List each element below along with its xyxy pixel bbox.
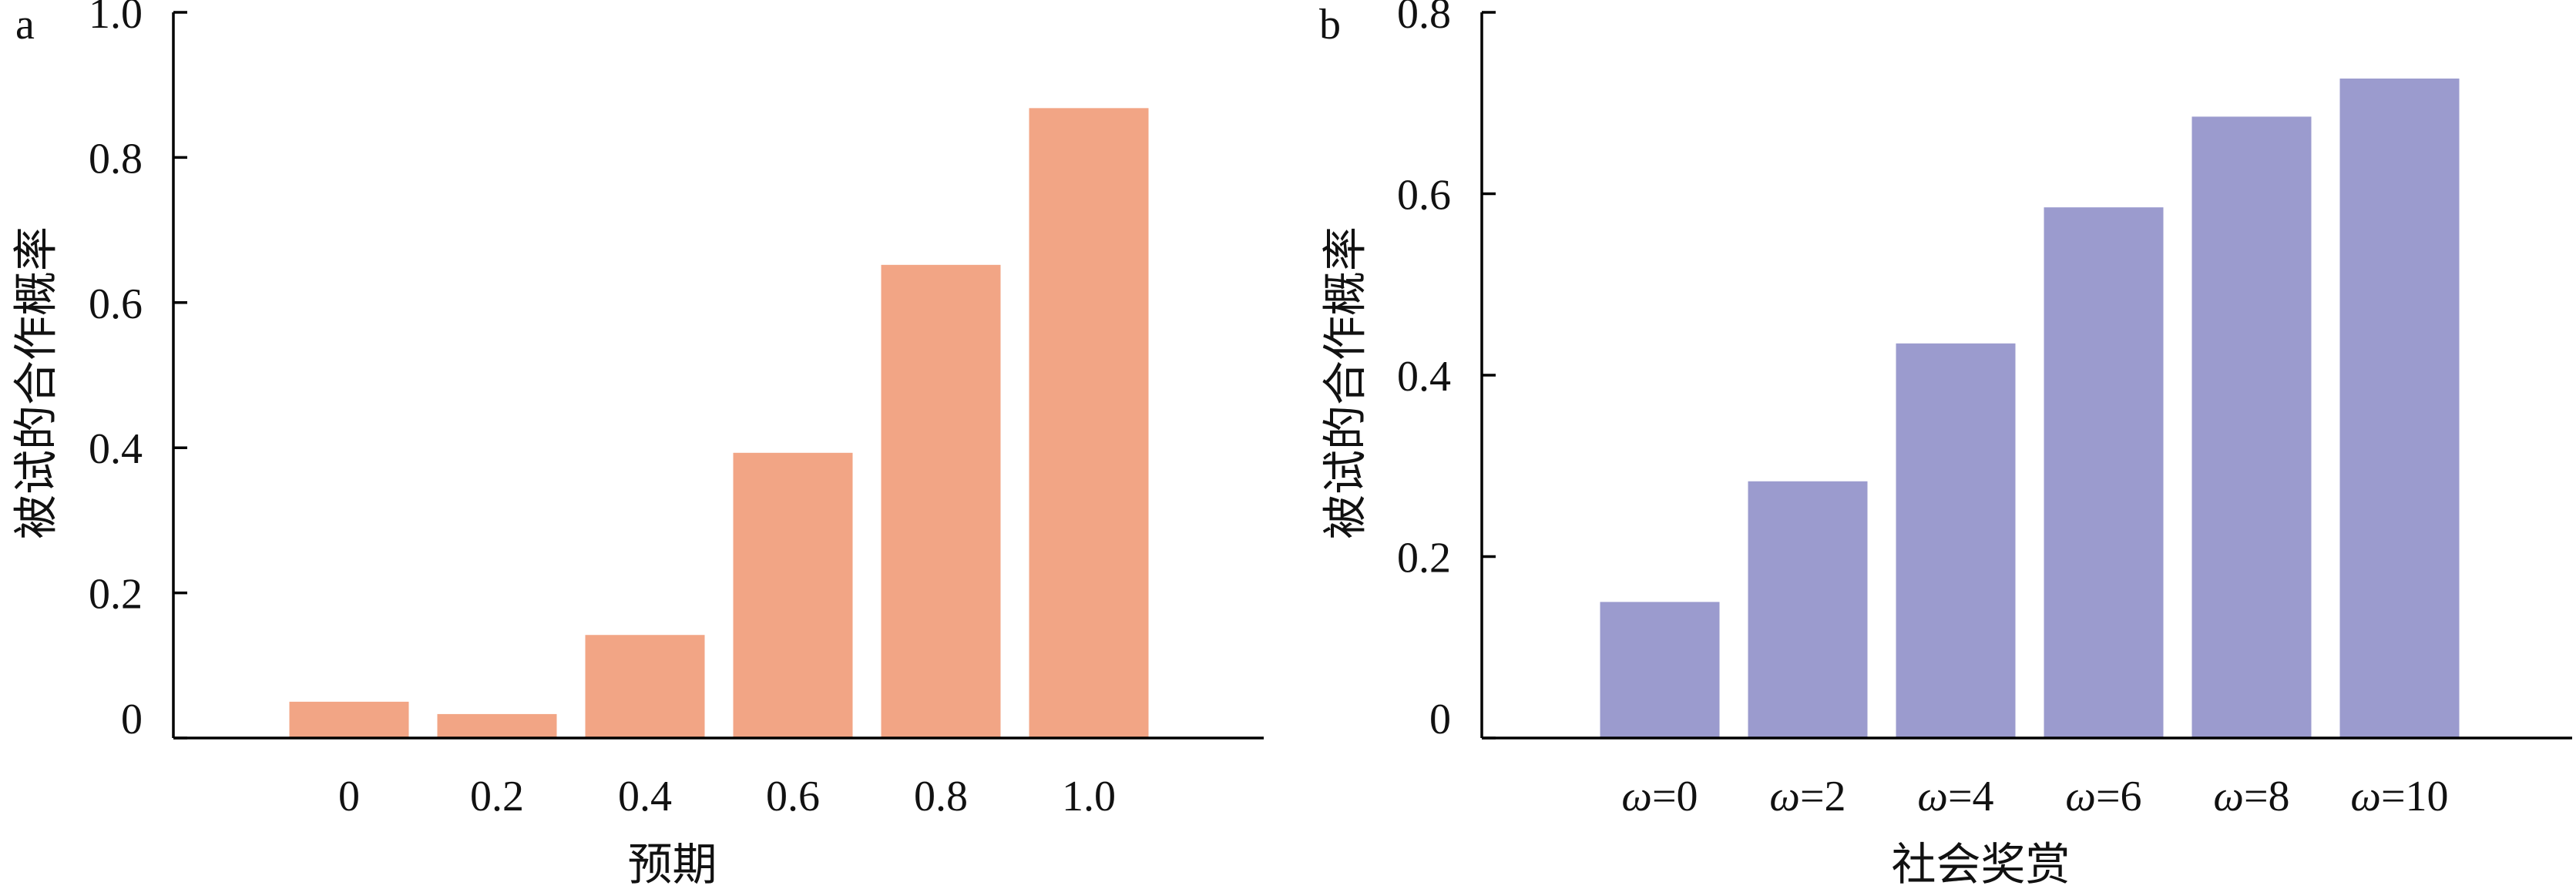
bar-a-0 [289, 701, 409, 738]
y-tick-label: 0.8 [89, 135, 143, 183]
x-tick-label: 1.0 [1062, 773, 1116, 820]
bar-b-1 [1748, 481, 1868, 738]
x-tick-label: 0.2 [470, 773, 524, 820]
panel-label: a [15, 1, 35, 49]
x-tick-label: 0.8 [914, 773, 968, 820]
panel-b: 0 0.2 0.4 0.6 0.8 ω=0 ω=2 ω=4 ω=6 ω=8 ω=10 社会奖赏 被试的合… [1319, 0, 2572, 889]
y-tick-label: 0 [121, 696, 143, 743]
x-tick-label: ω=2 [1769, 773, 1846, 820]
panel-label: b [1319, 1, 1341, 49]
y-tick-label: 0 [1429, 696, 1451, 743]
y-tick-label: 0.4 [89, 425, 143, 473]
bar-a-1 [437, 713, 557, 738]
y-tick-label: 0.4 [1397, 353, 1451, 401]
x-axis-title: 社会奖赏 [1891, 840, 2070, 889]
y-axis-title: 被试的合作概率 [11, 226, 61, 539]
x-tick-label: ω=6 [2065, 773, 2141, 820]
x-tick-label: ω=4 [1917, 773, 1993, 820]
bar-a-3 [733, 452, 853, 738]
y-tick-label: 0.2 [1397, 535, 1451, 582]
bar-b-3 [2044, 207, 2164, 739]
y-axis-title: 被试的合作概率 [1320, 226, 1370, 539]
y-tick-label: 0.6 [89, 280, 143, 328]
x-tick-label: ω=10 [2350, 773, 2448, 820]
bar-b-4 [2191, 116, 2312, 739]
panel-a: 0 0.2 0.4 0.6 0.8 1.0 0 0.2 0.4 0.6 0.8 1.0 预期 被试的合作概… [11, 0, 1264, 889]
y-tick-label: 0.2 [89, 571, 143, 619]
bar-b-5 [2339, 78, 2460, 738]
bar-a-5 [1029, 108, 1149, 738]
x-tick-label: 0.6 [766, 773, 820, 820]
x-tick-label: 0.4 [618, 773, 672, 820]
bar-a-2 [585, 635, 705, 738]
bar-b-0 [1600, 602, 1720, 738]
bar-b-2 [1896, 343, 2016, 739]
x-tick-label: ω=0 [1621, 773, 1698, 820]
y-tick-label: 0.6 [1397, 172, 1451, 220]
y-tick-label: 1.0 [89, 0, 143, 38]
bar-a-4 [881, 264, 1001, 738]
y-tick-label: 0.8 [1397, 0, 1451, 38]
x-tick-label: ω=8 [2213, 773, 2289, 820]
x-axis-title: 预期 [627, 840, 717, 889]
x-tick-label: 0 [338, 773, 360, 820]
